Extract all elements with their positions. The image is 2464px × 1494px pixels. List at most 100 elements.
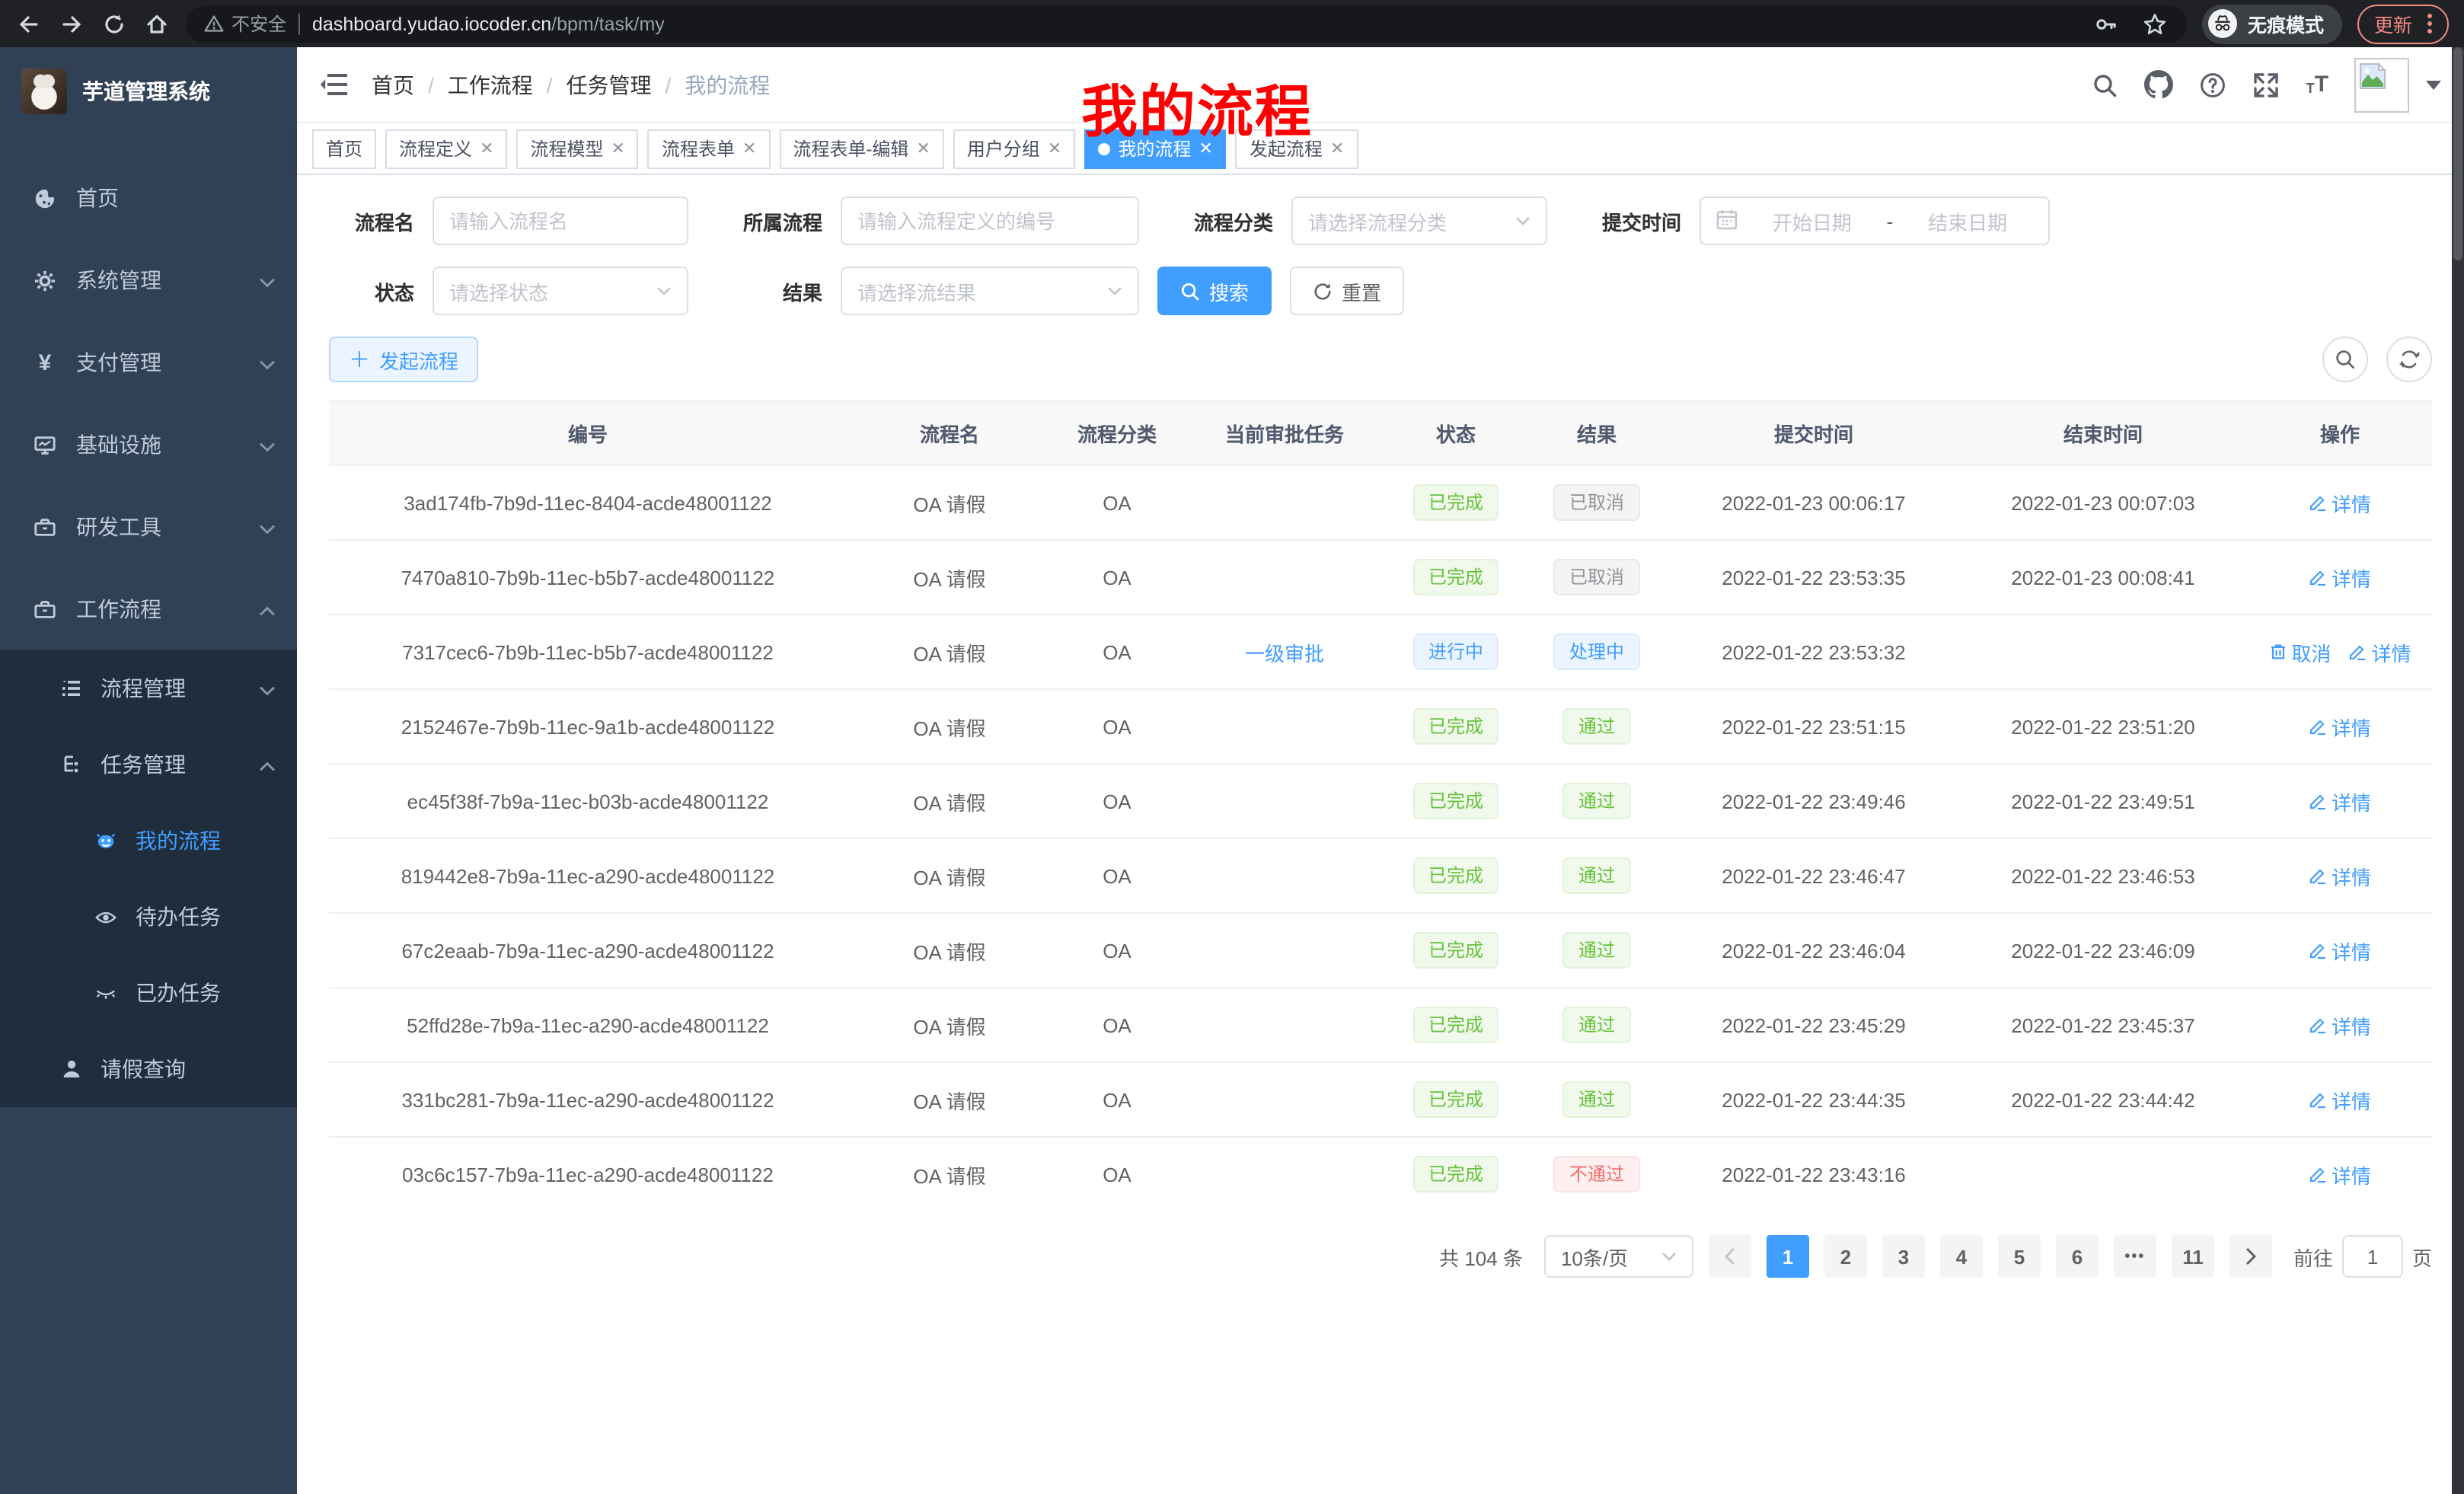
- sidebar-item-todo-tasks[interactable]: 待办任务: [0, 879, 297, 955]
- address-bar[interactable]: 不安全 dashboard.yudao.iocoder.cn/bpm/task/…: [186, 5, 2187, 42]
- category-label: 流程分类: [1193, 211, 1273, 234]
- detail-button[interactable]: 详情: [2309, 861, 2371, 890]
- tab-process-form-edit[interactable]: 流程表单-编辑 ✕: [779, 129, 944, 168]
- detail-button[interactable]: 详情: [2309, 936, 2371, 965]
- page-button-11[interactable]: 11: [2171, 1235, 2214, 1278]
- reset-button[interactable]: 重置: [1290, 267, 1405, 315]
- home-icon[interactable]: [143, 10, 171, 37]
- close-icon[interactable]: ✕: [1329, 140, 1345, 158]
- breadcrumb-home[interactable]: 首页: [372, 72, 414, 97]
- sidebar-item-system[interactable]: 系统管理: [0, 239, 297, 321]
- detail-button[interactable]: 详情: [2309, 488, 2371, 517]
- tab-my-processes[interactable]: 我的流程 ✕: [1084, 129, 1227, 168]
- tab-process-definition[interactable]: 流程定义 ✕: [385, 129, 508, 168]
- github-icon[interactable]: [2144, 70, 2174, 99]
- start-date-placeholder[interactable]: 开始日期: [1772, 211, 1852, 234]
- search-icon[interactable]: [2092, 71, 2119, 98]
- close-icon[interactable]: ✕: [916, 140, 930, 158]
- status-badge: 已完成: [1412, 1156, 1499, 1192]
- page-button-3[interactable]: 3: [1882, 1235, 1925, 1278]
- sidebar-item-devtools[interactable]: 研发工具: [0, 486, 297, 568]
- app-logo[interactable]: 芋道管理系统: [0, 47, 297, 136]
- search-button[interactable]: 搜索: [1157, 267, 1272, 315]
- detail-button[interactable]: 详情: [2349, 637, 2411, 666]
- prev-page-button[interactable]: [1708, 1235, 1751, 1278]
- detail-button[interactable]: 详情: [2309, 712, 2371, 741]
- page-size-select[interactable]: 10条/页: [1543, 1235, 1693, 1278]
- page-ellipsis[interactable]: •••: [2113, 1235, 2156, 1278]
- detail-button[interactable]: 详情: [2309, 1160, 2371, 1189]
- detail-button[interactable]: 详情: [2309, 787, 2371, 816]
- tab-process-form[interactable]: 流程表单 ✕: [647, 129, 771, 168]
- show-search-button[interactable]: [2322, 337, 2368, 382]
- page-button-4[interactable]: 4: [1939, 1235, 1983, 1278]
- breadcrumb-task-management[interactable]: 任务管理: [566, 72, 652, 97]
- result-badge: 处理中: [1553, 634, 1639, 670]
- fullscreen-icon[interactable]: [2253, 71, 2280, 98]
- scrollbar-thumb[interactable]: [2453, 47, 2462, 260]
- tab-process-model[interactable]: 流程模型 ✕: [516, 129, 639, 168]
- page-button-6[interactable]: 6: [2055, 1235, 2099, 1278]
- close-icon[interactable]: ✕: [742, 140, 757, 158]
- help-icon[interactable]: [2200, 71, 2227, 98]
- security-indicator[interactable]: 不安全: [204, 11, 286, 37]
- tab-start-process[interactable]: 发起流程 ✕: [1235, 129, 1358, 168]
- hamburger-icon[interactable]: [320, 72, 350, 97]
- page-button-1[interactable]: 1: [1766, 1235, 1809, 1278]
- sidebar-item-label: 研发工具: [76, 515, 161, 539]
- sidebar-item-my-processes[interactable]: 我的流程: [0, 803, 297, 879]
- detail-button[interactable]: 详情: [2309, 1085, 2371, 1114]
- back-icon[interactable]: [15, 10, 43, 37]
- page-scrollbar[interactable]: [2452, 47, 2464, 1494]
- close-icon[interactable]: ✕: [1047, 140, 1062, 158]
- cancel-button[interactable]: 取消: [2268, 637, 2331, 666]
- avatar-dropdown-caret[interactable]: [2426, 80, 2441, 89]
- page-button-5[interactable]: 5: [1997, 1235, 2041, 1278]
- tab-home[interactable]: 首页: [312, 129, 377, 168]
- parent-process-input[interactable]: [841, 196, 1139, 245]
- result-select[interactable]: 请选择流结果: [841, 267, 1139, 315]
- sidebar-item-payment[interactable]: ¥ 支付管理: [0, 321, 297, 404]
- sidebar-item-process-management[interactable]: 流程管理: [0, 650, 297, 726]
- status-badge: 已完成: [1412, 559, 1499, 595]
- category-select[interactable]: 请选择流程分类: [1291, 196, 1547, 245]
- refresh-table-button[interactable]: [2386, 337, 2432, 382]
- close-icon[interactable]: ✕: [1198, 140, 1213, 158]
- status-badge: 已完成: [1412, 484, 1499, 521]
- more-vert-icon[interactable]: [2427, 14, 2432, 34]
- forward-icon[interactable]: [58, 10, 85, 37]
- tab-user-group[interactable]: 用户分组 ✕: [953, 129, 1076, 168]
- avatar[interactable]: [2354, 57, 2409, 112]
- table-row: 03c6c157-7b9a-11ec-a290-acde48001122 OA …: [329, 1136, 2432, 1211]
- sidebar-item-infra[interactable]: 基础设施: [0, 404, 297, 486]
- url-text[interactable]: dashboard.yudao.iocoder.cn/bpm/task/my: [312, 13, 665, 34]
- sidebar-item-task-management[interactable]: 任务管理: [0, 726, 297, 803]
- detail-button[interactable]: 详情: [2309, 563, 2371, 592]
- sidebar-item-done-tasks[interactable]: 已办任务: [0, 955, 297, 1031]
- end-date-placeholder[interactable]: 结束日期: [1928, 211, 2008, 234]
- status-select[interactable]: 请选择状态: [432, 267, 688, 315]
- submit-time-range[interactable]: 开始日期 - 结束日期: [1700, 196, 2050, 245]
- sidebar-item-workflow[interactable]: 工作流程: [0, 568, 297, 650]
- reload-icon[interactable]: [101, 10, 128, 37]
- next-page-button[interactable]: [2229, 1235, 2272, 1278]
- sidebar-item-label: 首页: [76, 186, 119, 210]
- filter-row-1: 流程名 所属流程 流程分类 请选择流程分类: [329, 196, 2432, 245]
- jump-page-input[interactable]: [2341, 1235, 2403, 1278]
- browser-update-button[interactable]: 更新: [2357, 4, 2449, 43]
- key-icon[interactable]: [2092, 10, 2120, 37]
- sidebar-item-leave-query[interactable]: 请假查询: [0, 1031, 297, 1107]
- create-process-button[interactable]: ＋ 发起流程: [329, 337, 479, 382]
- breadcrumb-workflow[interactable]: 工作流程: [447, 72, 533, 97]
- star-icon[interactable]: [2141, 10, 2169, 37]
- process-name-input[interactable]: [432, 196, 688, 245]
- current-task-link[interactable]: 一级审批: [1244, 642, 1324, 665]
- incognito-badge[interactable]: 无痕模式: [2201, 4, 2342, 43]
- page-button-2[interactable]: 2: [1824, 1235, 1867, 1278]
- table-row: 819442e8-7b9a-11ec-a290-acde48001122 OA …: [329, 838, 2432, 912]
- close-icon[interactable]: ✕: [480, 140, 494, 158]
- sidebar-item-home[interactable]: 首页: [0, 157, 297, 239]
- detail-button[interactable]: 详情: [2309, 1010, 2371, 1039]
- close-icon[interactable]: ✕: [611, 140, 625, 158]
